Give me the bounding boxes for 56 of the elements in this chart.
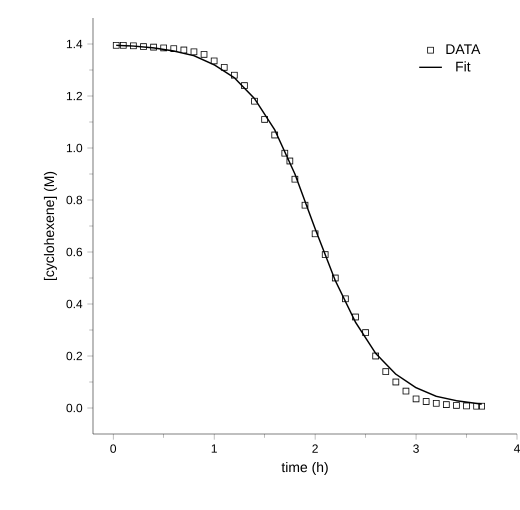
point xyxy=(210,58,218,64)
y-tick-label: 0.0 xyxy=(66,404,82,412)
point xyxy=(150,44,157,50)
point xyxy=(352,314,359,320)
point xyxy=(342,295,349,302)
point xyxy=(281,150,288,157)
point xyxy=(130,42,137,50)
point xyxy=(392,378,400,386)
point xyxy=(432,400,440,407)
point xyxy=(120,42,127,49)
point xyxy=(412,396,420,402)
legend-label: DATA xyxy=(446,44,480,54)
point xyxy=(382,368,390,375)
y-tick-label: 0.8 xyxy=(66,196,82,204)
point xyxy=(473,402,480,410)
y-tick-label: 1.4 xyxy=(66,40,82,48)
x-tick-label: 3 xyxy=(413,444,419,453)
x-tick-label: 1 xyxy=(212,444,217,453)
point xyxy=(220,64,228,71)
point xyxy=(160,44,167,52)
point xyxy=(332,274,339,282)
point xyxy=(422,398,430,405)
point xyxy=(302,202,308,209)
y-tick-label: 0.4 xyxy=(66,300,82,308)
point xyxy=(478,402,485,410)
x-tick-label: 2 xyxy=(312,444,318,453)
y-axis-title: [cyclohexene] (M) xyxy=(44,172,57,280)
y-tick-label: 1.2 xyxy=(66,92,82,100)
point xyxy=(453,402,460,409)
point xyxy=(200,51,208,58)
point xyxy=(261,116,268,123)
legend-label: Fit xyxy=(456,61,470,72)
x-tick-label: 4 xyxy=(514,444,520,453)
point xyxy=(312,230,318,238)
y-tick-label: 0.2 xyxy=(66,352,82,360)
x-tick-label: 0 xyxy=(110,444,116,453)
point xyxy=(170,45,178,52)
point xyxy=(241,82,248,89)
point xyxy=(443,401,450,408)
point xyxy=(112,42,120,49)
y-tick-label: 0.6 xyxy=(66,248,82,256)
point xyxy=(190,48,198,56)
point xyxy=(286,158,294,164)
x-axis-title: time (h) xyxy=(282,462,328,475)
point xyxy=(372,352,379,360)
point xyxy=(463,402,470,410)
point xyxy=(271,132,278,138)
point xyxy=(292,176,298,183)
point xyxy=(362,329,369,336)
point xyxy=(140,43,147,50)
point xyxy=(402,388,410,394)
y-tick-label: 1.0 xyxy=(66,144,82,152)
point xyxy=(231,72,238,79)
point xyxy=(180,46,188,54)
point xyxy=(251,98,258,105)
point xyxy=(322,251,329,258)
